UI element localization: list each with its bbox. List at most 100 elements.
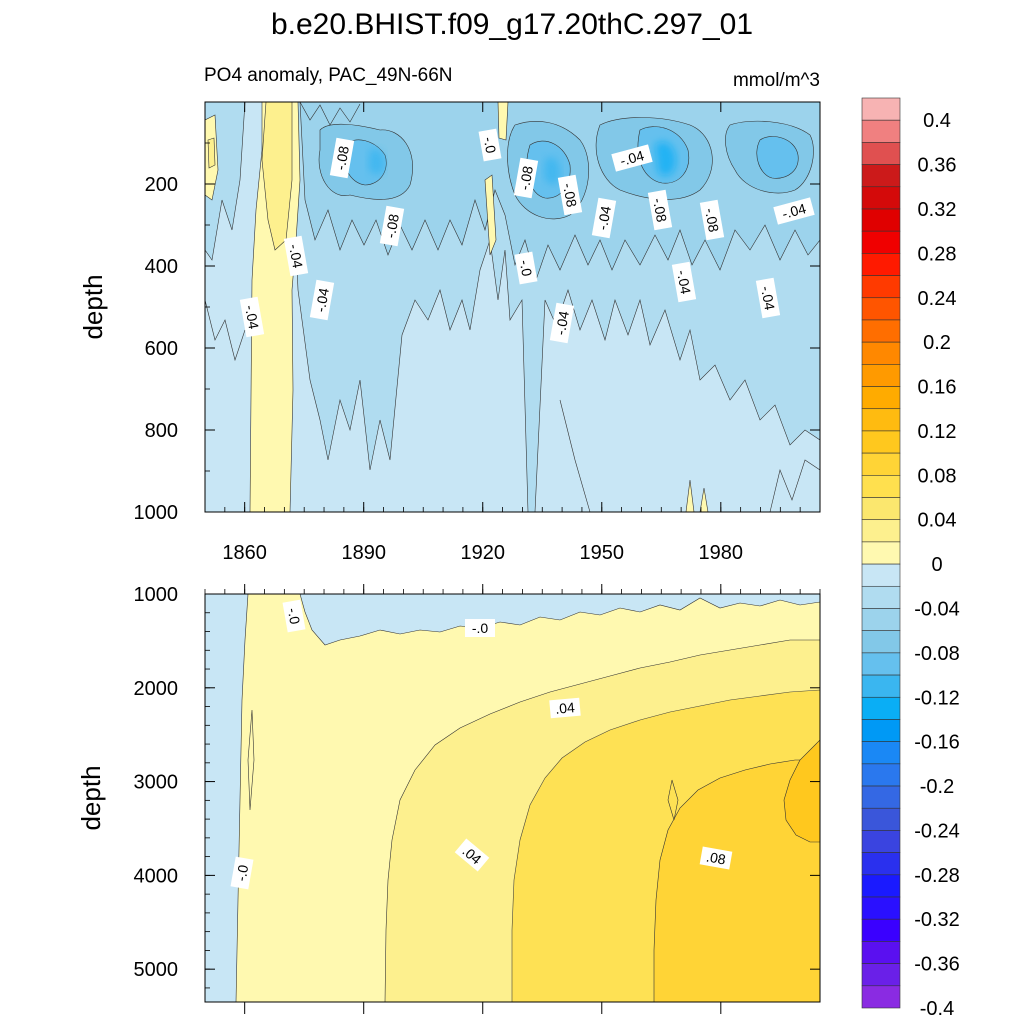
upper-x-tick-label: 1860 [222,542,267,564]
colorbar-label: 0 [931,554,942,576]
upper-x-ticks: 1860 1890 1920 1950 1980 [204,102,821,564]
contour-label-bg [454,838,490,872]
colorbar-box [861,408,901,432]
contour-label: -.08 [513,157,539,199]
contour-label-bg [309,279,335,321]
contour-label-text: -.08 [516,165,536,192]
contour-label-text: -.04 [618,147,646,169]
colorbar-label: -0.24 [914,820,960,842]
lower-y-tick-label: 3000 [134,772,179,794]
upper-x-tick-label: 1950 [580,542,625,564]
contour-label-bg [514,251,538,285]
lower-y-tick-label: 1000 [134,584,179,606]
contour-label-bg [513,157,539,199]
contour-label: -.08 [699,199,725,241]
contour-label-bg [239,296,265,338]
colorbar-labels: 0.4 0.36 0.32 0.28 0.24 0.2 0.16 0.12 0.08 0.04 0 -… [914,110,960,1020]
contour-label-bg [699,846,733,870]
contour-label-bg [478,128,502,162]
contour-label-text: -.04 [286,243,306,270]
colorbar-box [861,297,901,321]
upper-panel: 1860 1890 1920 1950 1980 200 400 600 800 1000 de… [78,101,821,637]
chart-units: mmol/m^3 [733,70,820,91]
lower-plot-frame [204,593,821,1003]
contour-label: -.04 [591,197,617,239]
colorbar-box [861,963,901,987]
colorbar-box [861,119,901,143]
colorbar-box [861,563,901,587]
lower-panel: 1000 2000 3000 4000 5000 depth -.0 -.0 .04 .04.… [76,584,821,1014]
contour-label-bg [647,189,673,231]
contour-label-text: -.08 [560,182,580,209]
contour-label-bg [755,277,781,319]
colorbar-box [861,852,901,876]
contour-label-bg [557,174,583,216]
upper-y-tick-label: 400 [145,256,178,278]
contour-label: -.0 [478,128,502,162]
lower-y-tick-label: 4000 [134,865,179,887]
upper-y-tick-label: 1000 [134,502,179,524]
colorbar-box [861,386,901,410]
colorbar-box [861,941,901,964]
colorbar-box [861,719,901,742]
contour-label-bg [699,199,725,241]
contour-label: -.04 [549,302,575,344]
colorbar-label: 0.32 [918,199,957,221]
colorbar-box [861,519,901,543]
contour-label-bg [671,261,697,303]
colorbar-boxes [861,97,901,1009]
lower-y-ticks: 1000 2000 3000 4000 5000 [134,584,820,989]
lower-x-ticks [204,584,821,1014]
colorbar-box [861,364,901,387]
colorbar-label: 0.12 [918,421,957,443]
upper-x-tick-label: 1980 [699,542,744,564]
contour-label-bg [549,302,575,344]
colorbar-box [861,475,901,498]
colorbar-box [861,319,901,343]
colorbar-label: -0.16 [914,732,960,754]
contour-label: .08 [699,846,733,870]
colorbar-box [861,585,901,609]
contour-label-text: -.08 [382,213,402,240]
contour-label-bg [611,144,653,172]
upper-y-tick-label: 600 [145,338,178,360]
colorbar-label: -0.28 [914,865,960,887]
colorbar-box [861,918,901,942]
contour-label: -.0 [514,251,538,285]
contour-label-text: -.08 [332,145,352,172]
contour-label-bg [773,197,815,225]
contour-label-text: -.0 [285,607,304,626]
colorbar-box [861,541,901,565]
contour-label: -.0 [465,619,495,637]
chart-title: b.e20.BHIST.f09_g17.20thC.297_01 [271,8,753,41]
contour-label-text: -.04 [594,205,614,232]
upper-y-tick-label: 200 [145,174,178,196]
colorbar-label: 0.16 [918,377,957,399]
colorbar-label: -0.32 [914,909,960,931]
contour-label: -.04 [283,235,309,277]
contour-label-text: .08 [705,848,727,867]
colorbar-box [861,608,901,631]
contour-label-bg [282,599,306,633]
contour-label-bg [329,137,355,179]
contour-label-text: -.0 [481,136,500,155]
contour-label: -.04 [773,197,815,225]
colorbar-label: -0.04 [914,598,960,620]
colorbar-box [861,630,901,654]
contour-label: -.08 [557,174,583,216]
contour-label-bg [549,697,581,719]
colorbar-box [861,97,901,121]
colorbar-label: -0.08 [914,643,960,665]
colorbar-box [861,164,901,188]
colorbar-box [861,830,901,853]
lower-contour-fills [205,594,820,1002]
contour-label-bg [230,856,254,890]
colorbar-box [861,230,901,254]
colorbar-box [861,430,901,454]
colorbar-box [861,253,901,276]
colorbar-box [861,652,901,676]
contour-label: -.04 [755,277,781,319]
colorbar-label: -0.4 [920,998,954,1020]
colorbar-label: 0.24 [918,288,957,310]
